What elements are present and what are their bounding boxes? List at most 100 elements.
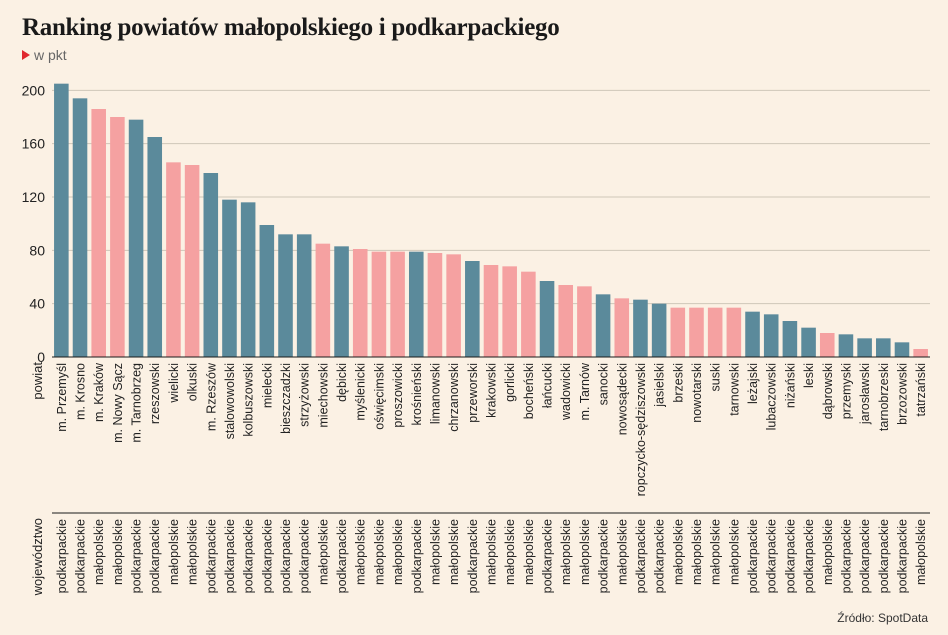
group-label: podkarpackie bbox=[858, 519, 872, 593]
group-label: podkarpackie bbox=[335, 519, 349, 593]
group-label: podkarpackie bbox=[653, 519, 667, 593]
x-tick-label: bieszczadzki bbox=[279, 363, 293, 434]
x-tick-label: tatrzański bbox=[914, 363, 928, 417]
x-tick-label: mielecki bbox=[260, 363, 274, 408]
bar bbox=[838, 334, 854, 357]
x-tick-label: łańcucki bbox=[541, 363, 555, 408]
group-label: małopolskie bbox=[186, 519, 200, 585]
bar bbox=[558, 285, 574, 357]
group-label: podkarpackie bbox=[260, 519, 274, 593]
x-tick-label: tarnowski bbox=[727, 363, 741, 416]
bar bbox=[184, 165, 200, 357]
x-tick-label: dąbrowski bbox=[821, 363, 835, 419]
x-tick-label: krośnieński bbox=[410, 363, 424, 426]
bar bbox=[296, 234, 312, 357]
bar bbox=[91, 109, 106, 357]
x-tick-label: olkuski bbox=[186, 363, 200, 401]
group-label: małopolskie bbox=[111, 519, 125, 585]
group-label: małopolskie bbox=[447, 519, 461, 585]
group-label: podkarpackie bbox=[783, 519, 797, 593]
x-tick-label: m. Przemyśl bbox=[55, 363, 69, 432]
x-tick-label: proszowicki bbox=[391, 363, 405, 428]
x-tick-label: wielicki bbox=[167, 363, 181, 404]
y-tick-label: 80 bbox=[29, 242, 45, 258]
x-tick-label: strzyżowski bbox=[298, 363, 312, 427]
x-axis-title: powiat bbox=[30, 362, 45, 400]
x-tick-label: kolbuszowski bbox=[242, 363, 256, 437]
group-label: małopolskie bbox=[671, 519, 685, 585]
y-tick-label: 0 bbox=[37, 349, 45, 365]
x-tick-label: przeworski bbox=[466, 363, 480, 423]
x-tick-label: m. Tarnobrzeg bbox=[130, 363, 144, 443]
x-tick-label: lubaczowski bbox=[765, 363, 779, 430]
bar bbox=[539, 281, 555, 357]
bar bbox=[315, 243, 331, 357]
x-tick-label: dębicki bbox=[335, 363, 349, 402]
x-tick-label: myślenicki bbox=[354, 363, 368, 421]
group-label: małopolskie bbox=[522, 519, 536, 585]
bar bbox=[446, 254, 461, 357]
bar bbox=[726, 307, 742, 357]
bar bbox=[203, 173, 219, 357]
group-label: małopolskie bbox=[503, 519, 517, 585]
y-tick-label: 40 bbox=[29, 296, 45, 312]
chart-title: Ranking powiatów małopolskiego i podkarp… bbox=[22, 14, 560, 41]
bar bbox=[352, 249, 368, 357]
bar bbox=[633, 299, 648, 357]
x-tick-label: oświęcimski bbox=[372, 363, 386, 430]
group-label: podkarpackie bbox=[746, 519, 760, 593]
bar bbox=[222, 199, 237, 357]
group-label: podkarpackie bbox=[541, 519, 555, 593]
x-tick-label: rzeszowski bbox=[148, 363, 162, 424]
bar bbox=[595, 294, 611, 357]
bar bbox=[371, 251, 387, 357]
y-tick-label: 120 bbox=[22, 189, 46, 205]
group-label: podkarpackie bbox=[466, 519, 480, 593]
x-axis-labels: m. Przemyśl m. Krosno m. Kraków m. Nowy Sąc… bbox=[55, 362, 928, 496]
group-label: małopolskie bbox=[372, 519, 386, 585]
x-tick-label: leski bbox=[802, 363, 816, 388]
x-tick-label: bocheński bbox=[522, 363, 536, 419]
y-axis-labels: 0 40 80 120 160 200 bbox=[22, 82, 46, 365]
bar bbox=[577, 286, 592, 357]
bar bbox=[465, 261, 480, 357]
group-label: małopolskie bbox=[92, 519, 106, 585]
x-tick-label: wadowicki bbox=[559, 363, 573, 421]
group-label: małopolskie bbox=[578, 519, 592, 585]
group-label: podkarpackie bbox=[55, 519, 69, 593]
x-tick-label: jasielski bbox=[653, 363, 667, 408]
bar bbox=[147, 137, 163, 357]
group-label: podkarpackie bbox=[895, 519, 909, 593]
group-label: podkarpackie bbox=[765, 519, 779, 593]
bar bbox=[614, 298, 630, 357]
group-label: małopolskie bbox=[428, 519, 442, 585]
x-tick-label: nowotarski bbox=[690, 363, 704, 423]
x-tick-label: m. Tarnów bbox=[578, 362, 592, 420]
group-label: małopolskie bbox=[914, 519, 928, 585]
group-label: małopolskie bbox=[615, 519, 629, 585]
x-tick-label: przemyski bbox=[839, 363, 853, 419]
bar bbox=[819, 333, 835, 357]
bar bbox=[483, 265, 499, 357]
group-label: małopolskie bbox=[821, 519, 835, 585]
group-label: podkarpackie bbox=[242, 519, 256, 593]
x-tick-label: stalowowolski bbox=[223, 363, 237, 439]
bar bbox=[390, 251, 405, 357]
bar bbox=[707, 307, 723, 357]
bar bbox=[502, 266, 517, 357]
group-label: podkarpackie bbox=[130, 519, 144, 593]
group-label: małopolskie bbox=[727, 519, 741, 585]
x-tick-label: ropczycko-sędziszowski bbox=[634, 363, 648, 496]
group-axis-title: województwo bbox=[30, 518, 45, 596]
group-label: podkarpackie bbox=[634, 519, 648, 593]
group-labels: podkarpackie podkarpackie małopolskie małop… bbox=[55, 519, 928, 593]
group-label: małopolskie bbox=[485, 519, 499, 585]
group-label: podkarpackie bbox=[148, 519, 162, 593]
x-tick-label: sanocki bbox=[597, 363, 611, 405]
group-label: małopolskie bbox=[709, 519, 723, 585]
group-label: podkarpackie bbox=[839, 519, 853, 593]
group-label: podkarpackie bbox=[877, 519, 891, 593]
bars bbox=[54, 83, 928, 358]
group-label: podkarpackie bbox=[279, 519, 293, 593]
